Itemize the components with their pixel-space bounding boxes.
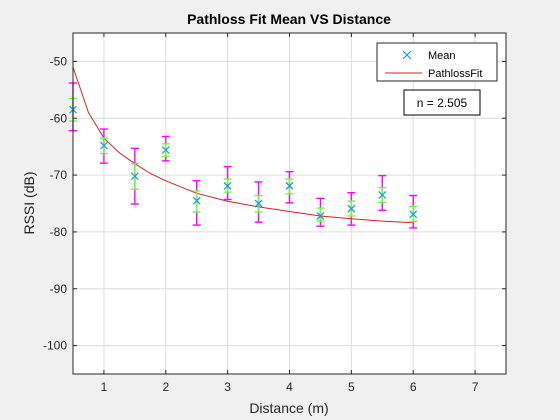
mean-point <box>378 191 387 199</box>
mean-point <box>409 210 418 219</box>
legend-mean-marker-icon <box>402 50 412 60</box>
axis-ticks: 1 2 3 4 5 6 7 -100 -90 -80 -70 -60 -50 <box>43 33 506 394</box>
mean-marker-stroke <box>316 212 325 220</box>
x-tick-label: 7 <box>472 380 479 394</box>
x-tick-label: 4 <box>286 380 293 394</box>
y-tick-label: -80 <box>50 225 68 239</box>
mean-point <box>192 196 201 205</box>
mean-marker-stroke <box>285 181 294 190</box>
y-tick-label: -70 <box>50 168 68 182</box>
mean-point <box>347 204 356 213</box>
chart-title: Pathloss Fit Mean VS Distance <box>187 11 391 27</box>
annotation-frame <box>403 89 481 116</box>
legend-box <box>376 42 498 82</box>
annotation-text: n = 2.505 <box>417 96 468 110</box>
mean-marker-stroke <box>223 181 232 190</box>
mean-marker-stroke <box>161 146 170 155</box>
mean-point <box>285 181 294 190</box>
x-tick-label: 1 <box>101 380 108 394</box>
mean-marker-stroke <box>409 210 418 219</box>
y-axis-label: RSSI (dB) <box>21 171 37 234</box>
legend: Mean PathlossFit <box>376 42 498 82</box>
mean-point <box>254 199 263 208</box>
y-tick-label: -50 <box>50 54 68 68</box>
mean-point <box>316 212 325 220</box>
mean-marker-stroke <box>99 141 108 150</box>
legend-mean-label: Mean <box>428 50 456 62</box>
mean-marker-stroke <box>254 199 263 208</box>
legend-fit-label: PathlossFit <box>428 68 482 80</box>
x-tick-label: 6 <box>410 380 417 394</box>
y-tick-label: -100 <box>43 339 67 353</box>
y-tick-label: -60 <box>50 111 68 125</box>
mean-marker-stroke <box>378 191 387 199</box>
mean-marker-stroke <box>130 172 139 181</box>
mean-marker-stroke <box>347 204 356 213</box>
annotation-box: n = 2.505 <box>403 89 481 116</box>
mean-marker-stroke <box>192 196 201 205</box>
mean-point <box>161 146 170 155</box>
x-tick-label: 2 <box>162 380 169 394</box>
x-tick-label: 3 <box>224 380 231 394</box>
x-axis-label: Distance (m) <box>249 400 328 416</box>
mean-point <box>223 181 232 190</box>
y-tick-label: -90 <box>50 282 68 296</box>
mean-point <box>130 172 139 181</box>
x-tick-label: 5 <box>348 380 355 394</box>
mean-point <box>99 141 108 150</box>
